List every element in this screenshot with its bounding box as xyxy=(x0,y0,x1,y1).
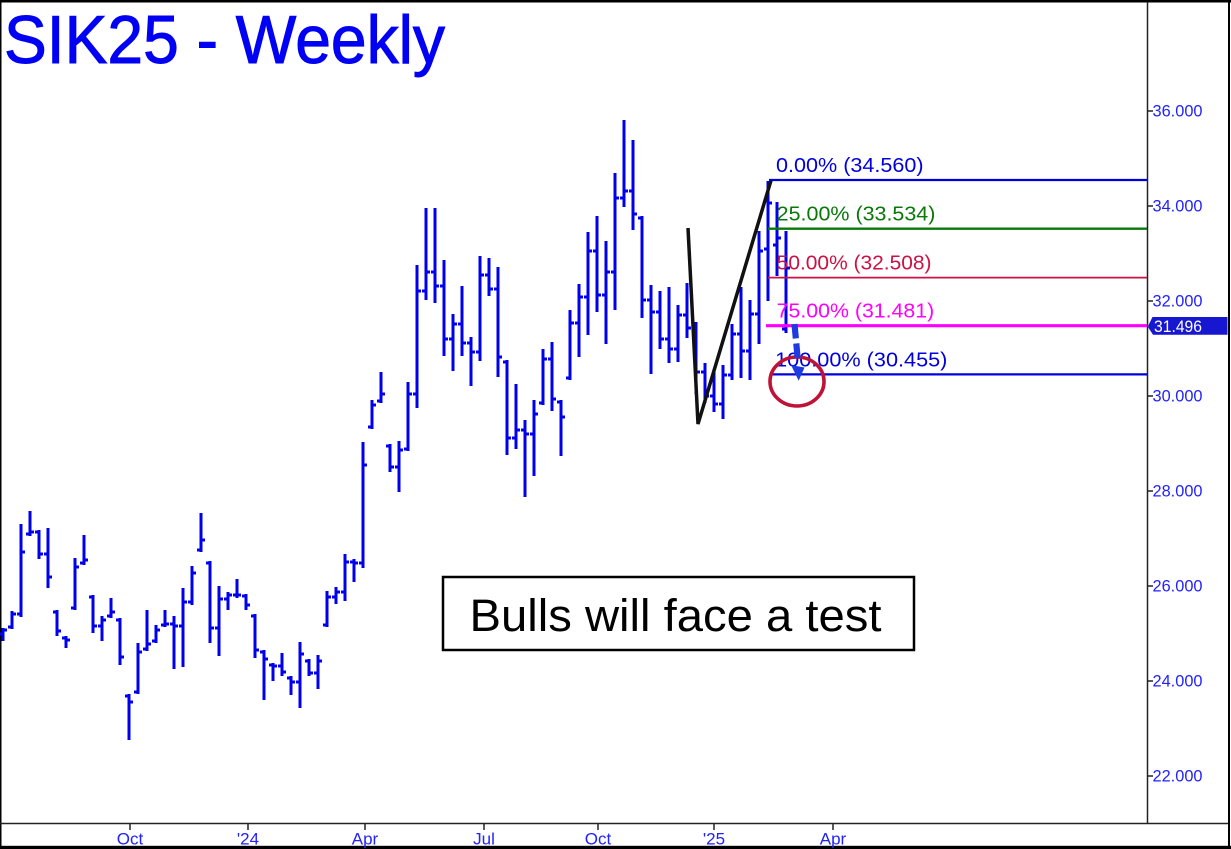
svg-text:31.496: 31.496 xyxy=(1154,318,1202,336)
svg-text:32.000: 32.000 xyxy=(1153,293,1203,311)
svg-text:'25: '25 xyxy=(703,830,725,849)
svg-text:SIK25 - Weekly: SIK25 - Weekly xyxy=(4,2,445,78)
svg-text:25.00% (33.534): 25.00% (33.534) xyxy=(777,203,936,226)
svg-text:28.000: 28.000 xyxy=(1153,483,1203,501)
svg-text:'24: '24 xyxy=(237,830,259,849)
svg-text:50.00% (32.508): 50.00% (32.508) xyxy=(777,252,932,275)
svg-text:Oct: Oct xyxy=(117,830,144,849)
svg-text:Oct: Oct xyxy=(585,830,612,849)
svg-text:Apr: Apr xyxy=(352,830,379,849)
svg-text:Apr: Apr xyxy=(820,830,847,849)
svg-text:26.000: 26.000 xyxy=(1153,578,1203,596)
svg-text:30.000: 30.000 xyxy=(1153,388,1203,406)
svg-text:75.00% (31.481): 75.00% (31.481) xyxy=(777,300,935,323)
svg-text:34.000: 34.000 xyxy=(1153,198,1203,216)
svg-text:36.000: 36.000 xyxy=(1153,103,1203,121)
svg-text:Bulls will face a test: Bulls will face a test xyxy=(470,590,883,641)
svg-text:24.000: 24.000 xyxy=(1153,673,1203,691)
svg-text:0.00% (34.560): 0.00% (34.560) xyxy=(776,154,924,177)
svg-text:Jul: Jul xyxy=(473,830,495,849)
svg-text:22.000: 22.000 xyxy=(1153,768,1203,786)
